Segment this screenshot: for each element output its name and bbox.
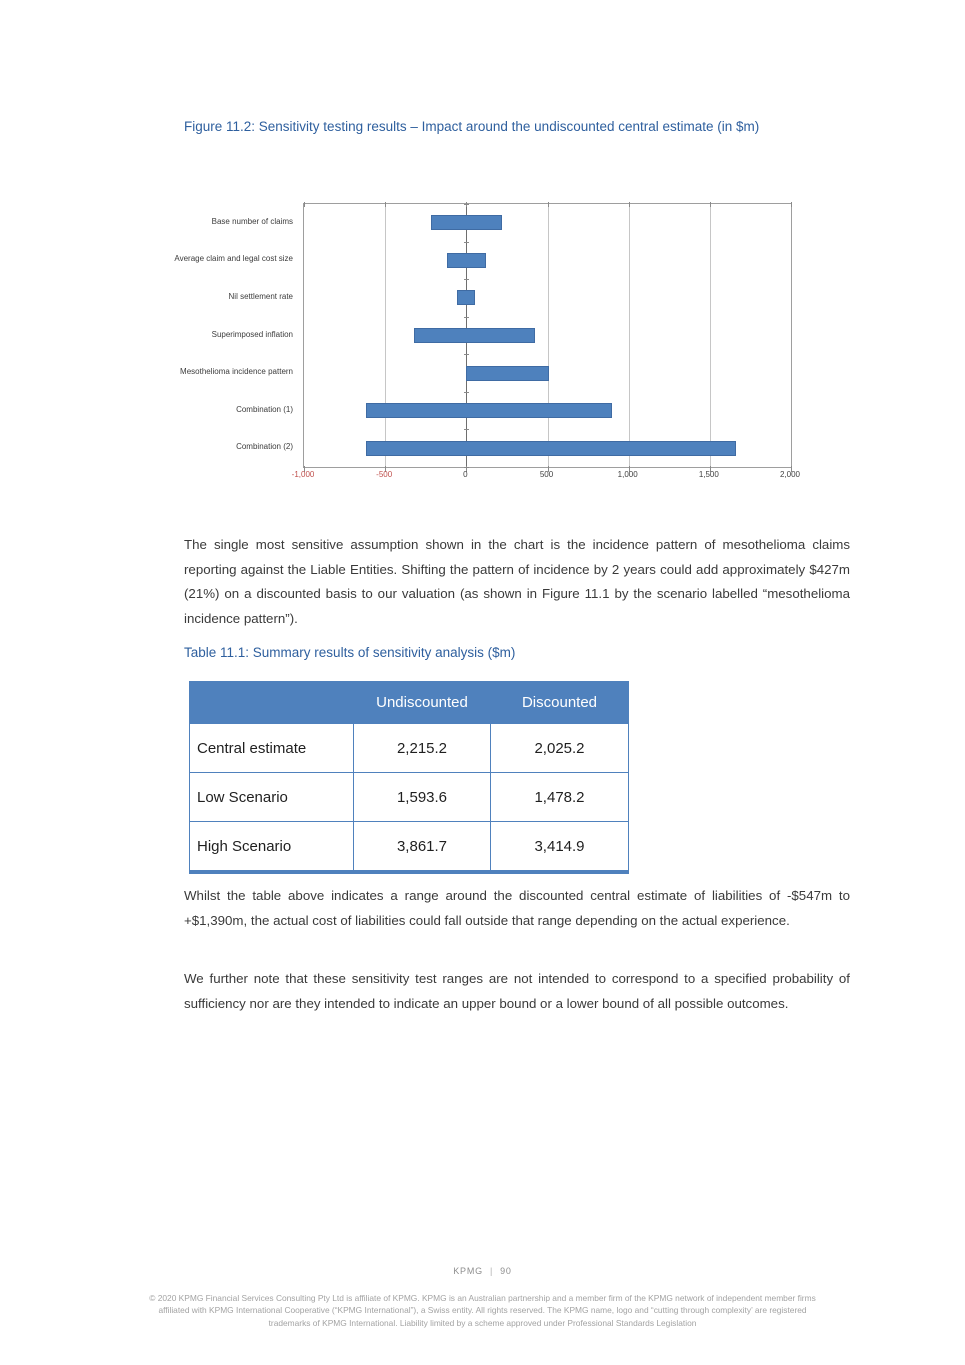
chart-bar (466, 365, 550, 381)
chart-category-label: Superimposed inflation (211, 329, 293, 339)
row-label: High Scenario (189, 821, 354, 873)
discounted-value: 3,414.9 (490, 821, 629, 873)
axis-tick-mark (547, 466, 549, 472)
paragraph-range-note: Whilst the table above indicates a range… (184, 888, 850, 928)
chart-category-label: Nil settlement rate (228, 291, 293, 301)
legal-line: © 2020 KPMG Financial Services Consultin… (149, 1293, 816, 1303)
gridline (547, 204, 549, 467)
table-row-high-scenario: High Scenario 3,861.7 3,414.9 (189, 821, 629, 873)
chart-bar (457, 290, 476, 306)
chart-bar (414, 328, 535, 343)
paragraph-further-note: We further note that these sensitivity t… (184, 971, 850, 1011)
chart-bar (446, 252, 486, 268)
axis-tick-mark (304, 466, 305, 472)
x-tick-label: -1,000 (291, 470, 315, 479)
gridline (385, 204, 387, 467)
table-header-discounted: Discounted (490, 681, 629, 724)
axis-tick-mark (547, 202, 549, 207)
x-tick-label: 0 (463, 470, 468, 479)
legal-line: affiliated with KPMG International Coope… (158, 1305, 807, 1316)
axis-tick-mark (709, 466, 711, 472)
table-row-low-scenario: Low Scenario 1,593.6 1,478.2 (189, 772, 629, 822)
category-axis-tick (464, 429, 470, 431)
footer-legal-text: © 2020 KPMG Financial Services Consultin… (120, 1292, 845, 1329)
axis-tick-mark (791, 466, 792, 472)
chart-x-axis-tick-labels: -1,000 -500 0 500 1,000 1,500 2,000 (292, 470, 800, 482)
footer-brand-text: KPMG (453, 1266, 483, 1276)
axis-tick-mark (385, 202, 387, 207)
axis-tick-mark (304, 202, 305, 207)
gridline (709, 204, 711, 467)
x-tick-label: 1,000 (617, 470, 638, 479)
category-axis-tick (464, 467, 470, 468)
chart-category-label: Combination (1) (236, 404, 293, 414)
figure-caption: Figure 11.2: Sensitivity testing results… (184, 119, 760, 134)
chart-bar (431, 215, 503, 231)
chart-category-label: Combination (2) (236, 442, 293, 452)
x-tick-label: -500 (376, 470, 393, 479)
row-label: Central estimate (189, 723, 354, 773)
footer-page-marker: KPMG | 90 (0, 1266, 965, 1276)
axis-tick-mark (709, 202, 711, 207)
row-label: Low Scenario (189, 772, 354, 822)
footer-separator: | (489, 1266, 494, 1276)
undiscounted-value: 2,215.2 (353, 723, 491, 773)
chart-category-label: Base number of claims (211, 216, 293, 226)
chart-plot-area (303, 202, 792, 472)
paragraph-sensitive-assumption: The single most sensitive assumption sho… (184, 537, 850, 626)
category-axis-tick (464, 204, 470, 205)
gridline (628, 204, 630, 467)
table-row-central-estimate: Central estimate 2,215.2 2,025.2 (189, 723, 629, 773)
table-header-row: Undiscounted Discounted (189, 681, 629, 724)
category-axis-tick (464, 279, 470, 281)
x-tick-label: 1,500 (698, 470, 719, 479)
chart-category-labels: Base number of claims Average claim and l… (174, 203, 298, 466)
axis-tick-mark (466, 466, 468, 472)
footer-page-number: 90 (500, 1266, 512, 1276)
category-axis-tick (464, 391, 470, 393)
x-tick-label: 2,000 (779, 470, 801, 479)
chart-category-label: Average claim and legal cost size (174, 254, 293, 264)
discounted-value: 1,478.2 (490, 772, 629, 822)
category-axis-tick (464, 316, 470, 318)
table-header-empty (189, 681, 354, 724)
chart-bar (365, 403, 613, 419)
sensitivity-results-table: Undiscounted Discounted Central estimate… (189, 681, 629, 874)
undiscounted-value: 3,861.7 (353, 821, 491, 873)
table-header-undiscounted: Undiscounted (353, 681, 491, 724)
category-axis-tick (464, 241, 470, 243)
legal-line: trademarks of KPMG International. Liabil… (268, 1317, 697, 1328)
axis-tick-mark (385, 466, 387, 472)
axis-tick-mark (628, 202, 630, 207)
axis-tick-mark (628, 466, 630, 472)
undiscounted-value: 1,593.6 (353, 772, 491, 822)
category-axis-tick (464, 354, 470, 356)
sensitivity-tornado-chart: Base number of claims Average claim and l… (174, 196, 825, 496)
chart-category-label: Mesothelioma incidence pattern (180, 367, 293, 377)
x-tick-label: 500 (539, 470, 554, 479)
chart-bar (365, 440, 736, 456)
discounted-value: 2,025.2 (490, 723, 629, 773)
axis-tick-mark (791, 202, 792, 207)
table-caption: Table 11.1: Summary results of sensitivi… (184, 645, 516, 660)
